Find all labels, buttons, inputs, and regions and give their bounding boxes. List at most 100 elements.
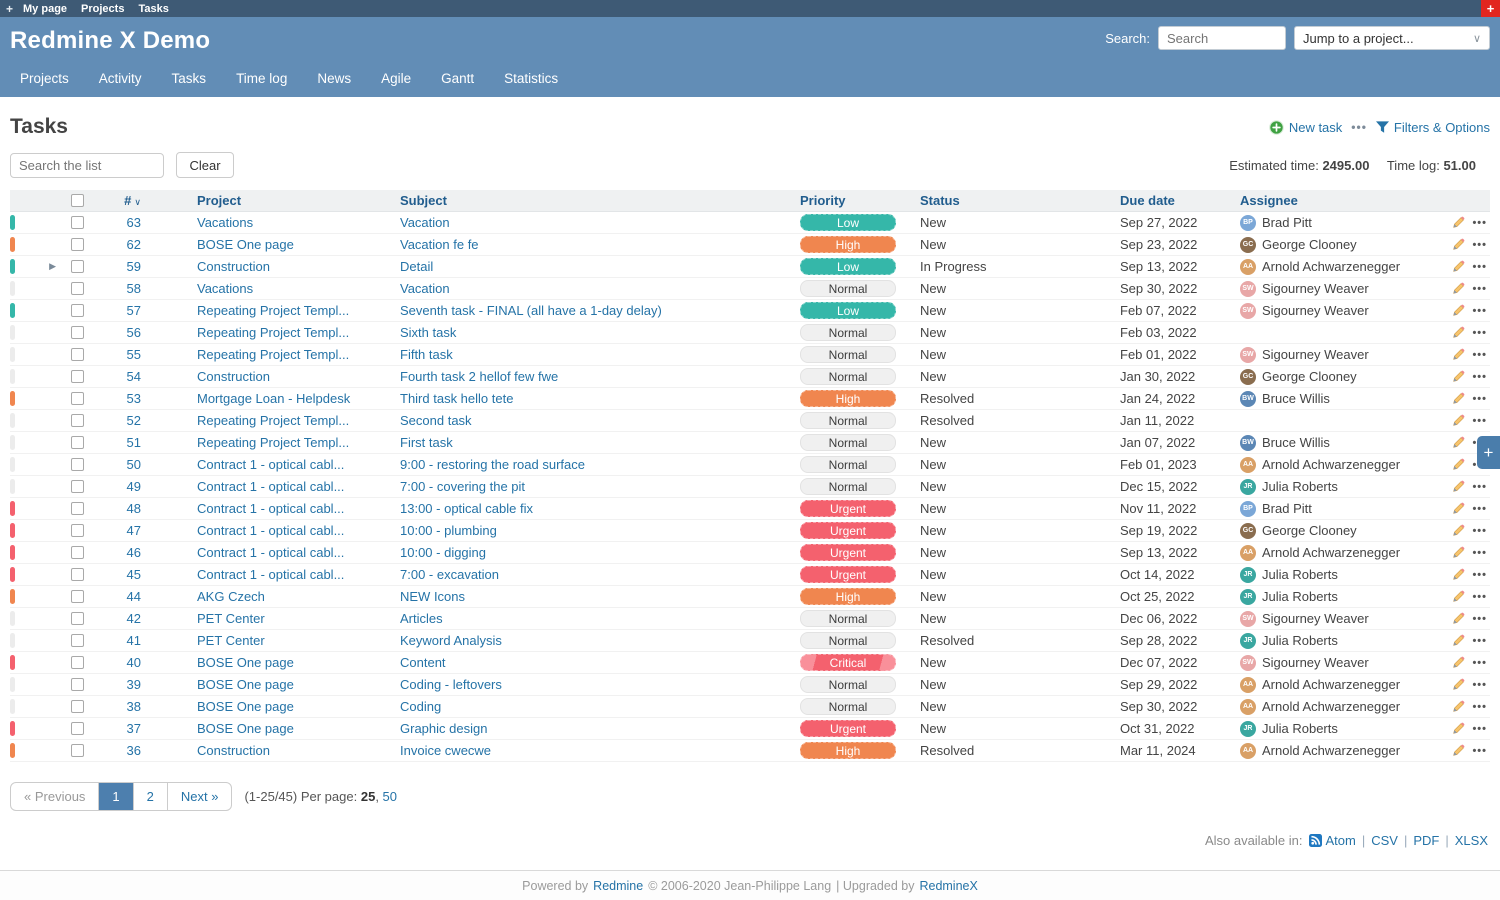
- assignee-link[interactable]: Arnold Achwarzenegger: [1262, 545, 1401, 560]
- more-actions-icon[interactable]: •••: [1472, 656, 1487, 669]
- subject-link[interactable]: Fifth task: [400, 347, 453, 362]
- column-header-due-date[interactable]: Due date: [1120, 193, 1175, 208]
- project-link[interactable]: BOSE One page: [197, 699, 294, 714]
- task-id-link[interactable]: 53: [126, 391, 141, 406]
- clear-button[interactable]: Clear: [176, 152, 234, 178]
- next-page-button[interactable]: Next »: [166, 783, 232, 810]
- list-search-input[interactable]: [10, 152, 164, 178]
- column-header-id[interactable]: # ∨: [124, 193, 141, 208]
- nav-time-log[interactable]: Time log: [236, 71, 288, 86]
- page-1-button[interactable]: 1: [98, 783, 133, 810]
- nav-statistics[interactable]: Statistics: [504, 71, 559, 86]
- assignee-link[interactable]: Arnold Achwarzenegger: [1262, 677, 1401, 692]
- task-id-link[interactable]: 50: [126, 457, 141, 472]
- topbar-projects[interactable]: Projects: [81, 2, 125, 15]
- task-id-link[interactable]: 62: [126, 237, 141, 252]
- row-checkbox[interactable]: [70, 436, 84, 449]
- project-link[interactable]: Contract 1 - optical cabl...: [197, 457, 345, 472]
- row-checkbox[interactable]: [70, 370, 84, 383]
- project-link[interactable]: Mortgage Loan - Helpdesk: [197, 391, 351, 406]
- assignee-link[interactable]: Sigourney Weaver: [1262, 655, 1369, 670]
- more-actions-icon[interactable]: •••: [1472, 216, 1487, 229]
- more-actions-icon[interactable]: •••: [1472, 282, 1487, 295]
- add-red-button[interactable]: +: [1481, 0, 1500, 17]
- more-actions-icon[interactable]: •••: [1472, 370, 1487, 383]
- nav-activity[interactable]: Activity: [98, 71, 142, 86]
- project-jump-select[interactable]: Jump to a project... ∨: [1294, 26, 1490, 50]
- nav-tasks[interactable]: Tasks: [171, 71, 207, 86]
- assignee-link[interactable]: Brad Pitt: [1262, 215, 1312, 230]
- per-page-50[interactable]: 50: [382, 789, 398, 804]
- edit-icon[interactable]: [1452, 634, 1465, 647]
- subject-link[interactable]: Fourth task 2 hellof few fwe: [400, 369, 559, 384]
- column-header-status[interactable]: Status: [920, 193, 960, 208]
- edit-icon[interactable]: [1452, 656, 1465, 669]
- task-id-link[interactable]: 37: [126, 721, 141, 736]
- row-checkbox[interactable]: [70, 700, 84, 713]
- project-link[interactable]: Repeating Project Templ...: [197, 303, 350, 318]
- more-actions-icon[interactable]: •••: [1472, 744, 1487, 757]
- quick-add-icon[interactable]: +: [6, 1, 14, 16]
- task-id-link[interactable]: 52: [126, 413, 141, 428]
- project-link[interactable]: Repeating Project Templ...: [197, 413, 350, 428]
- assignee-link[interactable]: Bruce Willis: [1262, 391, 1330, 406]
- subject-link[interactable]: Seventh task - FINAL (all have a 1-day d…: [400, 303, 662, 318]
- task-id-link[interactable]: 59: [126, 259, 141, 274]
- project-link[interactable]: BOSE One page: [197, 721, 294, 736]
- row-checkbox[interactable]: [70, 634, 84, 647]
- edit-icon[interactable]: [1452, 348, 1465, 361]
- subject-link[interactable]: Articles: [400, 611, 443, 626]
- edit-icon[interactable]: [1452, 524, 1465, 537]
- assignee-link[interactable]: George Clooney: [1262, 237, 1357, 252]
- more-actions-icon[interactable]: •••: [1472, 238, 1487, 251]
- more-actions-icon[interactable]: •••: [1472, 326, 1487, 339]
- edit-icon[interactable]: [1452, 744, 1465, 757]
- subject-link[interactable]: 7:00 - excavation: [400, 567, 500, 582]
- assignee-link[interactable]: Julia Roberts: [1262, 589, 1338, 604]
- row-checkbox[interactable]: [70, 612, 84, 625]
- project-link[interactable]: BOSE One page: [197, 237, 294, 252]
- topbar-my-page[interactable]: My page: [23, 2, 68, 15]
- project-link[interactable]: Construction: [197, 743, 270, 758]
- project-link[interactable]: Vacations: [197, 281, 254, 296]
- edit-icon[interactable]: [1452, 700, 1465, 713]
- row-checkbox[interactable]: [70, 216, 84, 229]
- subject-link[interactable]: Coding: [400, 699, 442, 714]
- row-checkbox[interactable]: [70, 524, 84, 537]
- more-actions-icon[interactable]: •••: [1472, 722, 1487, 735]
- project-link[interactable]: Contract 1 - optical cabl...: [197, 545, 345, 560]
- task-id-link[interactable]: 41: [126, 633, 141, 648]
- task-id-link[interactable]: 36: [126, 743, 141, 758]
- project-link[interactable]: Repeating Project Templ...: [197, 435, 350, 450]
- task-id-link[interactable]: 51: [126, 435, 141, 450]
- subject-link[interactable]: Coding - leftovers: [400, 677, 502, 692]
- row-checkbox[interactable]: [70, 304, 84, 317]
- subject-link[interactable]: Content: [400, 655, 446, 670]
- subject-link[interactable]: Vacation fe fe: [400, 237, 479, 252]
- more-actions-icon[interactable]: •••: [1472, 392, 1487, 405]
- task-id-link[interactable]: 48: [126, 501, 141, 516]
- task-id-link[interactable]: 45: [126, 567, 141, 582]
- project-link[interactable]: Contract 1 - optical cabl...: [197, 523, 345, 538]
- row-checkbox[interactable]: [70, 546, 84, 559]
- assignee-link[interactable]: Julia Roberts: [1262, 633, 1338, 648]
- task-id-link[interactable]: 42: [126, 611, 141, 626]
- task-id-link[interactable]: 39: [126, 677, 141, 692]
- more-actions-icon[interactable]: •••: [1472, 612, 1487, 625]
- edit-icon[interactable]: [1452, 612, 1465, 625]
- project-link[interactable]: Vacations: [197, 215, 254, 230]
- subject-link[interactable]: Second task: [400, 413, 472, 428]
- task-id-link[interactable]: 54: [126, 369, 141, 384]
- row-checkbox[interactable]: [70, 502, 84, 515]
- project-link[interactable]: PET Center: [197, 633, 265, 648]
- more-actions-icon[interactable]: •••: [1472, 304, 1487, 317]
- row-checkbox[interactable]: [70, 282, 84, 295]
- subject-link[interactable]: Invoice cwecwe: [400, 743, 492, 758]
- redminex-link[interactable]: RedmineX: [919, 878, 978, 893]
- edit-icon[interactable]: [1452, 502, 1465, 515]
- more-options-icon[interactable]: •••: [1351, 120, 1367, 134]
- row-checkbox[interactable]: [70, 260, 84, 273]
- pdf-link[interactable]: PDF: [1413, 833, 1440, 848]
- per-page-25[interactable]: 25: [360, 789, 376, 804]
- subject-link[interactable]: 7:00 - covering the pit: [400, 479, 526, 494]
